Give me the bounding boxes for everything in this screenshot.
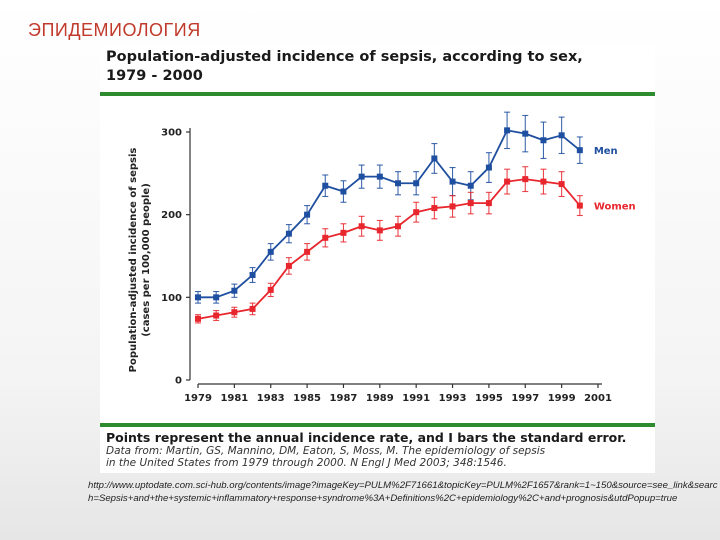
x-tick-label: 1987 xyxy=(330,393,358,404)
men-data-point xyxy=(213,294,220,301)
women-data-point xyxy=(195,315,201,322)
citation-line1: Data from: Martin, GS, Mannino, DM, Eato… xyxy=(106,445,546,457)
x-tick-label: 1993 xyxy=(439,393,467,404)
women-data-point xyxy=(576,202,583,209)
women-data-point xyxy=(485,200,492,207)
women-data-point xyxy=(231,309,238,316)
y-tick-label: 0 xyxy=(175,376,182,387)
y-tick-label: 200 xyxy=(161,210,182,221)
x-tick-label: 1991 xyxy=(402,393,430,404)
women-data-point xyxy=(540,178,547,185)
bottom-divider xyxy=(100,423,655,427)
x-tick-label: 1981 xyxy=(220,393,248,404)
chart-plot: 0 100 200 300 1979 1981 1983 1985 1987 1989 1991 19… xyxy=(128,111,636,404)
y-tick-label: 300 xyxy=(161,128,182,139)
citation-line2: in the United States from 1979 through 2… xyxy=(106,456,507,469)
women-series-line xyxy=(197,178,581,320)
women-data-point xyxy=(431,205,438,212)
chart-figure: Population-adjusted incidence of sepsis,… xyxy=(100,46,655,473)
x-tick-label: 1989 xyxy=(366,393,394,404)
men-data-point xyxy=(540,137,547,144)
men-data-point xyxy=(395,180,401,187)
women-data-point xyxy=(358,223,365,230)
women-data-point xyxy=(504,178,511,185)
women-data-point xyxy=(413,209,420,216)
men-data-point xyxy=(304,211,311,218)
men-data-point xyxy=(413,180,420,187)
men-legend-label: Men xyxy=(594,146,618,157)
men-data-point xyxy=(485,164,492,171)
women-data-point xyxy=(304,248,311,255)
women-data-point xyxy=(467,200,474,207)
y-tick-label: 100 xyxy=(161,293,182,304)
chart-caption: Points represent the annual incidence ra… xyxy=(106,430,627,445)
y-axis-label-line2: (cases per 100,000 people) xyxy=(141,183,152,337)
men-data-point xyxy=(504,127,511,134)
men-data-point xyxy=(322,182,329,189)
chart-source-citation: Data from: Martin, GS, Mannino, DM, Eato… xyxy=(106,445,656,469)
men-data-point xyxy=(449,178,456,185)
women-data-point xyxy=(249,305,256,312)
women-data-point xyxy=(285,262,292,269)
men-data-point xyxy=(431,155,438,162)
women-data-point xyxy=(213,312,220,319)
x-tick-label: 1999 xyxy=(548,393,576,404)
x-tick-label: 1983 xyxy=(257,393,285,404)
x-tick-label: 1997 xyxy=(511,393,539,404)
chart-title: Population-adjusted incidence of sepsis,… xyxy=(106,48,646,86)
men-data-point xyxy=(467,182,474,189)
top-divider xyxy=(100,92,655,96)
women-data-point xyxy=(449,203,456,210)
men-data-point xyxy=(522,130,529,137)
women-data-point xyxy=(376,227,383,234)
men-data-point xyxy=(358,173,365,180)
chart-title-line2: 1979 - 2000 xyxy=(106,68,203,84)
y-axis-label-line1: Population-adjusted incidence of sepsis xyxy=(128,148,139,373)
men-data-point xyxy=(195,294,201,301)
men-data-point xyxy=(376,173,383,180)
men-data-point xyxy=(231,287,238,294)
slide-title: ЭПИДЕМИОЛОГИЯ xyxy=(28,20,201,40)
men-data-point xyxy=(285,230,292,237)
men-data-point xyxy=(249,272,256,279)
chart-title-line1: Population-adjusted incidence of sepsis,… xyxy=(106,49,583,65)
men-data-point xyxy=(576,147,583,154)
x-tick-label: 1985 xyxy=(293,393,321,404)
men-data-point xyxy=(558,132,565,139)
x-tick-label: 2001 xyxy=(584,393,612,404)
x-tick-label: 1995 xyxy=(475,393,503,404)
women-data-point xyxy=(522,176,529,183)
men-data-point xyxy=(267,248,274,255)
women-data-point xyxy=(322,234,329,241)
men-series-line xyxy=(198,129,581,299)
x-tick-label: 1979 xyxy=(184,393,212,404)
women-data-point xyxy=(340,229,347,236)
women-data-point xyxy=(558,181,565,188)
source-link[interactable]: http://www.uptodate.com.sci-hub.org/cont… xyxy=(88,480,718,504)
women-data-point xyxy=(395,223,401,230)
women-data-point xyxy=(267,286,274,293)
men-data-point xyxy=(340,188,347,195)
women-legend-label: Women xyxy=(594,202,636,213)
